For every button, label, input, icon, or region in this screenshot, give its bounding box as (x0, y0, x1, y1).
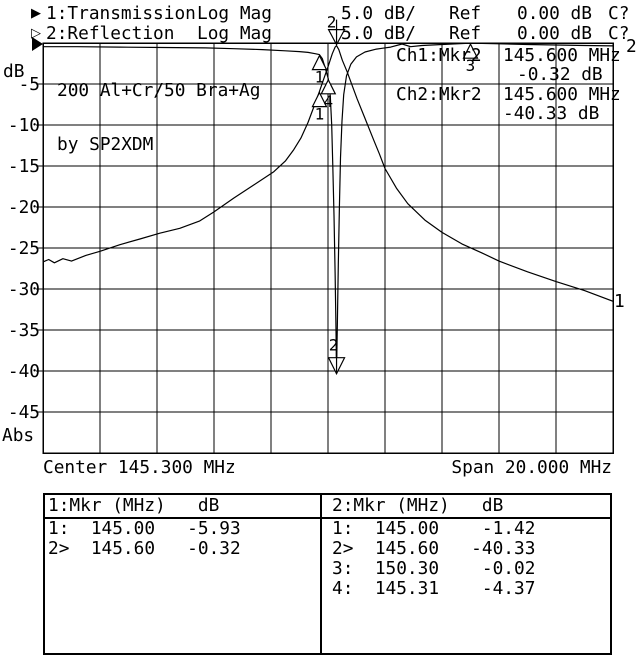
trace1-channel-label: 1:Transmission (46, 3, 196, 24)
ch2-marker-readout-label: Ch2:Mkr2 (396, 84, 482, 105)
trace-1-curve (43, 44, 613, 302)
y-tick-label--5: -5 (18, 74, 40, 95)
marker-3-trace2-icon: 3 (462, 42, 479, 75)
x-axis-span-label: Span 20.000 MHz (451, 457, 612, 478)
marker-2-label: 2 (327, 13, 337, 32)
y-tick-label--15: -15 (7, 156, 40, 177)
marker-table-row: 3: 150.30 -0.02 (332, 558, 536, 579)
marker-4-label: 4 (323, 92, 333, 111)
trace2-ref-label: Ref (449, 23, 482, 44)
x-axis-center-label: Center 145.300 MHz (43, 457, 236, 478)
ch2-marker-readout-value: -40.33 dB (503, 103, 600, 124)
marker-table-row: 1: 145.00 -1.42 (332, 518, 536, 539)
y-tick-label--30: -30 (7, 279, 40, 300)
marker-3-label: 3 (466, 56, 476, 75)
trace2-cal-status: C? (608, 23, 630, 44)
ch1-marker-readout-freq: 145.600 MHz (503, 45, 621, 66)
device-annotation-line2: by SP2XDM (57, 134, 154, 155)
ch1-marker-readout-label: Ch1:Mkr2 (396, 45, 482, 66)
marker-table-divider (320, 495, 322, 653)
marker-table-row: 2> 145.60 -40.33 (332, 538, 536, 559)
marker-table-header-rule (45, 517, 610, 519)
y-tick-label--10: -10 (7, 115, 40, 136)
trace2-end-label: 2 (626, 36, 637, 57)
device-annotation-line1: 200 Al+Cr/50 Bra+Ag (57, 80, 261, 101)
trace2-scale-value: 5.0 dB/ (341, 23, 416, 44)
y-axis-unit-label: dB (3, 61, 25, 82)
y-tick-label--25: -25 (7, 238, 40, 259)
trace2-ref-value: 0.00 dB (517, 23, 592, 44)
marker-1-label: 1 (315, 68, 325, 87)
marker-table-right-header: 2:Mkr (MHz) dB (332, 495, 504, 516)
trace2-channel-label: 2:Reflection (46, 23, 175, 44)
ch2-marker-readout-freq: 145.600 MHz (503, 84, 621, 105)
ch1-marker-readout-value: -0.32 dB (517, 64, 603, 85)
y-tick-label--45: -45 (7, 402, 40, 423)
device-annotation: 200 Al+Cr/50 Bra+Ag by SP2XDM (57, 46, 260, 190)
trace2-format-label: Log Mag (197, 23, 272, 44)
trace1-format-label: Log Mag (197, 3, 272, 24)
y-axis-bottom-label: Abs (2, 425, 35, 446)
marker-1-label: 1 (315, 105, 325, 124)
marker-table: 1:Mkr (MHz) dB 2:Mkr (MHz) dB 1: 145.00 … (43, 493, 612, 655)
marker-4-trace2-icon: 4 (320, 78, 337, 111)
marker-2-trace2-icon: 2 (327, 336, 346, 376)
trace1-ref-label: Ref (449, 3, 482, 24)
marker-table-row: 4: 145.31 -4.37 (332, 578, 536, 599)
plot-grid (36, 42, 614, 454)
marker-2-trace1-icon: 2 (327, 13, 346, 46)
trace1-end-label: 1 (614, 291, 625, 312)
reference-level-pointer-icon (32, 37, 43, 51)
trace1-cal-status: C? (608, 3, 630, 24)
y-tick-label--40: -40 (7, 361, 40, 382)
trace1-scale-value: 5.0 dB/ (341, 3, 416, 24)
marker-table-row: 2> 145.60 -0.32 (48, 538, 241, 559)
trace1-ref-pointer-icon: ▶ (31, 6, 41, 21)
marker-1-trace1-icon: 1 (311, 91, 328, 124)
marker-table-left-header: 1:Mkr (MHz) dB (48, 495, 220, 516)
trace-2-curve (43, 43, 613, 375)
trace2-ref-pointer-icon: ▷ (31, 26, 41, 41)
trace1-ref-value: 0.00 dB (517, 3, 592, 24)
marker-table-row: 1: 145.00 -5.93 (48, 518, 241, 539)
y-tick-label--35: -35 (7, 320, 40, 341)
marker-2-label: 2 (329, 336, 339, 355)
marker-1-trace2-icon: 1 (311, 54, 328, 87)
y-tick-label--20: -20 (7, 197, 40, 218)
